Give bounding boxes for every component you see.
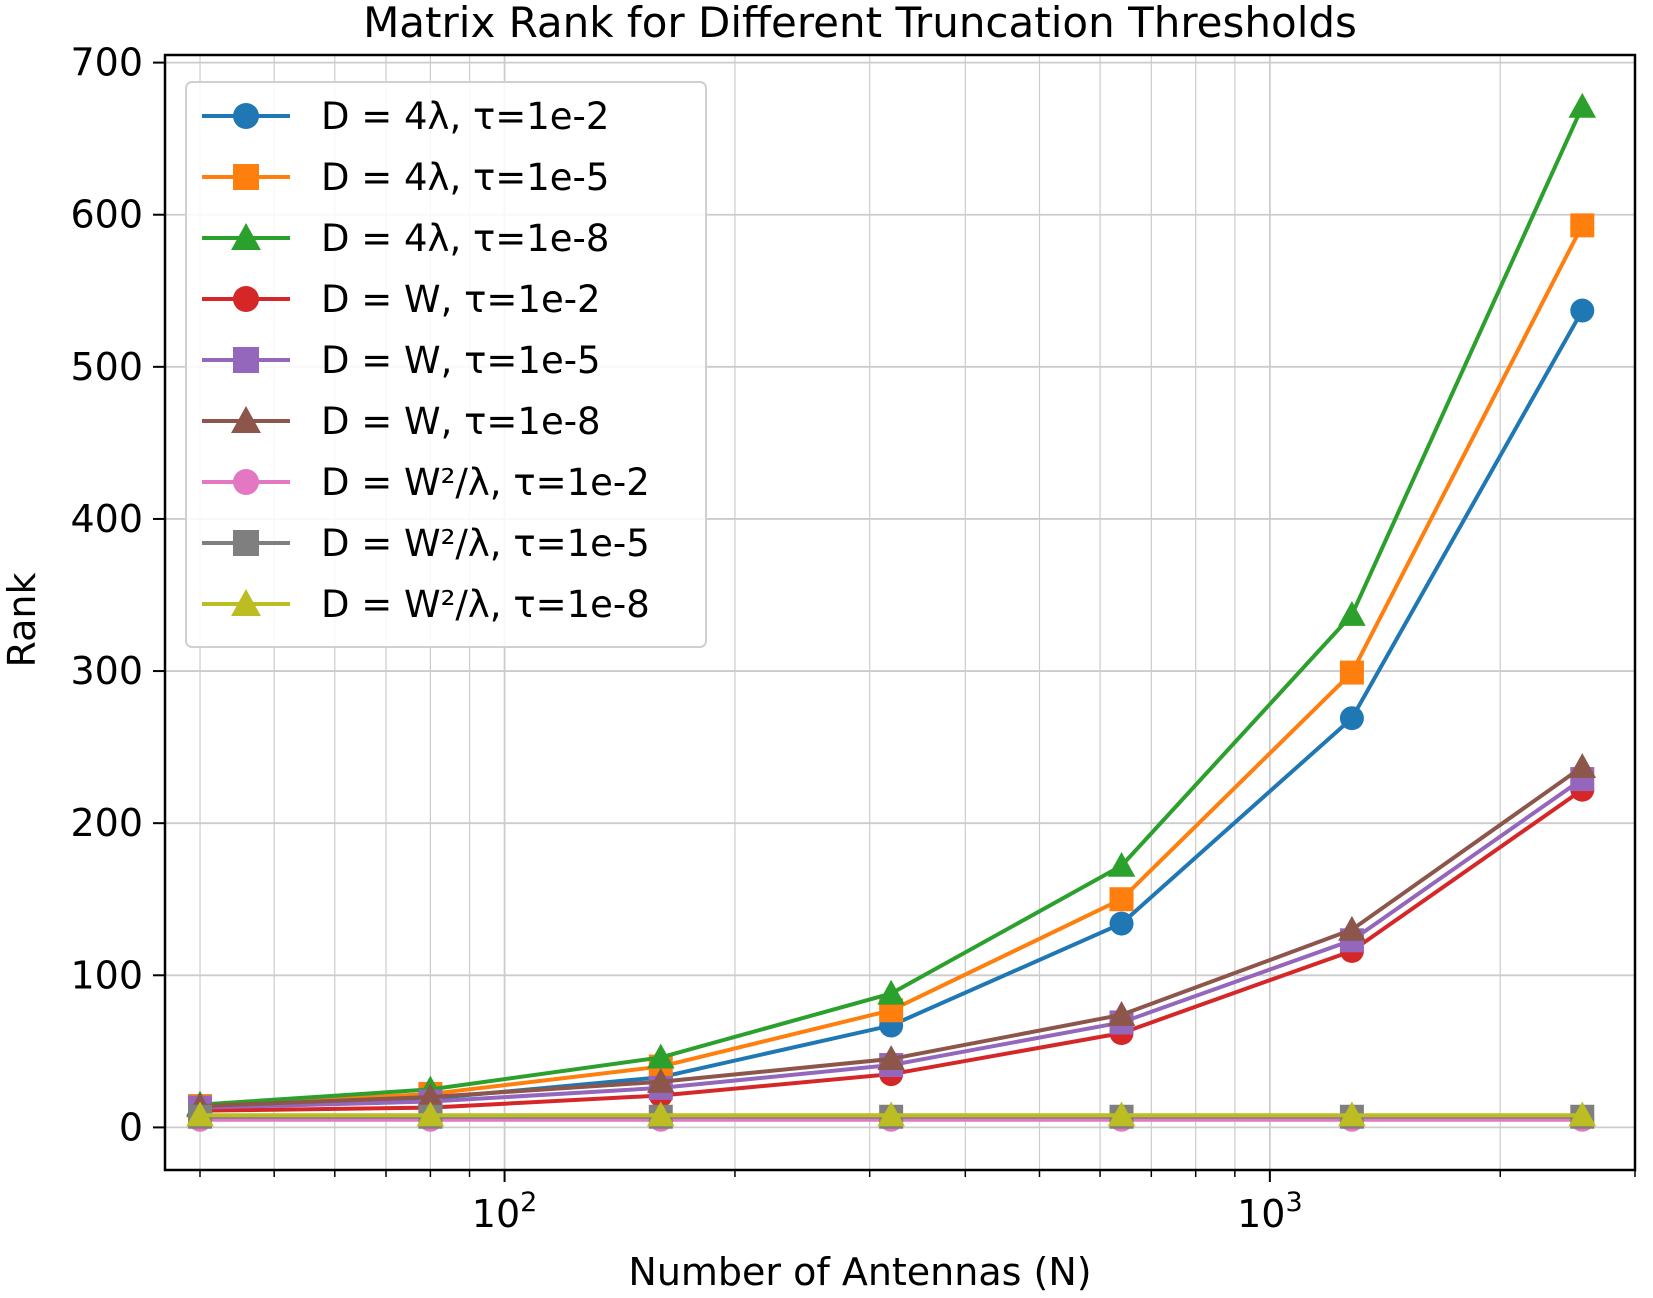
data-point-marker bbox=[233, 469, 259, 495]
series-9 bbox=[186, 1101, 1597, 1127]
data-point-marker bbox=[646, 1043, 675, 1069]
data-point-marker bbox=[646, 1101, 675, 1127]
legend-entry: D = W²/λ, τ=1e-8 bbox=[202, 583, 650, 626]
data-point-marker bbox=[233, 347, 259, 373]
legend-label: D = W²/λ, τ=1e-5 bbox=[321, 522, 650, 565]
data-point-marker bbox=[233, 286, 259, 312]
y-axis-label: Rank bbox=[0, 573, 44, 668]
data-point-marker bbox=[1339, 706, 1364, 731]
data-point-marker bbox=[416, 1083, 445, 1109]
data-point-marker bbox=[877, 1045, 905, 1070]
chart-title: Matrix Rank for Different Truncation Thr… bbox=[363, 0, 1357, 47]
y-tick-label: 500 bbox=[70, 345, 143, 389]
legend-entry: D = W²/λ, τ=1e-2 bbox=[202, 461, 650, 504]
legend-entry: D = W, τ=1e-5 bbox=[202, 339, 601, 382]
legend-label: D = W, τ=1e-5 bbox=[321, 339, 601, 382]
legend-entry: D = 4λ, τ=1e-2 bbox=[202, 95, 609, 138]
legend-entry: D = W²/λ, τ=1e-5 bbox=[202, 522, 650, 565]
legend-label: D = W²/λ, τ=1e-2 bbox=[321, 461, 650, 504]
data-point-marker bbox=[877, 979, 905, 1005]
y-tick-label: 300 bbox=[70, 649, 143, 693]
y-tick-label: 100 bbox=[70, 953, 143, 997]
data-point-marker bbox=[1338, 1101, 1366, 1127]
data-point-marker bbox=[416, 1101, 445, 1127]
series-6 bbox=[186, 753, 1597, 1118]
data-point-marker bbox=[233, 530, 259, 556]
legend-label: D = 4λ, τ=1e-8 bbox=[321, 217, 609, 260]
data-point-marker bbox=[1339, 660, 1364, 685]
data-point-marker bbox=[186, 1101, 214, 1127]
series-layer bbox=[186, 92, 1597, 1132]
legend-entry: D = 4λ, τ=1e-8 bbox=[202, 217, 609, 260]
y-tick-label: 200 bbox=[70, 801, 143, 845]
y-tick-label: 700 bbox=[70, 41, 143, 85]
legend-label: D = 4λ, τ=1e-5 bbox=[321, 156, 609, 199]
x-axis-label: Number of Antennas (N) bbox=[628, 1250, 1091, 1294]
y-tick-label: 400 bbox=[70, 497, 143, 541]
legend: D = 4λ, τ=1e-2 D = 4λ, τ=1e-5 D = 4λ, τ=1e… bbox=[185, 81, 707, 648]
legend-entry: D = W, τ=1e-2 bbox=[202, 278, 601, 321]
data-point-marker bbox=[233, 164, 259, 190]
data-point-marker bbox=[1109, 911, 1134, 936]
data-point-marker bbox=[231, 223, 261, 250]
legend-box bbox=[185, 81, 707, 648]
legend-label: D = W²/λ, τ=1e-8 bbox=[321, 583, 650, 626]
legend-label: D = W, τ=1e-2 bbox=[321, 278, 601, 321]
legend-entry: D = 4λ, τ=1e-5 bbox=[202, 156, 609, 199]
data-point-marker bbox=[1568, 1101, 1597, 1127]
data-point-marker bbox=[646, 1067, 675, 1093]
data-point-marker bbox=[877, 1101, 905, 1127]
data-point-marker bbox=[231, 589, 261, 616]
data-point-marker bbox=[1338, 915, 1366, 941]
data-point-marker bbox=[1107, 851, 1136, 877]
data-point-marker bbox=[1107, 1101, 1136, 1127]
data-point-marker bbox=[1570, 298, 1595, 323]
data-point-marker bbox=[233, 103, 259, 129]
x-tick-label: 102 bbox=[472, 1187, 538, 1236]
plot-frame bbox=[163, 53, 1637, 1172]
data-point-marker bbox=[1568, 753, 1597, 778]
data-point-marker bbox=[1338, 600, 1366, 626]
data-point-marker bbox=[1570, 213, 1595, 238]
legend-label: D = 4λ, τ=1e-2 bbox=[321, 95, 609, 138]
data-point-marker bbox=[231, 406, 261, 433]
y-tick-label: 600 bbox=[70, 193, 143, 237]
y-tick-label: 0 bbox=[119, 1105, 143, 1149]
data-point-marker bbox=[1109, 887, 1134, 912]
data-point-marker bbox=[1568, 92, 1597, 118]
legend-entry: D = W, τ=1e-8 bbox=[202, 400, 601, 443]
data-point-marker bbox=[1107, 1001, 1136, 1026]
legend-label: D = W, τ=1e-8 bbox=[321, 400, 601, 443]
